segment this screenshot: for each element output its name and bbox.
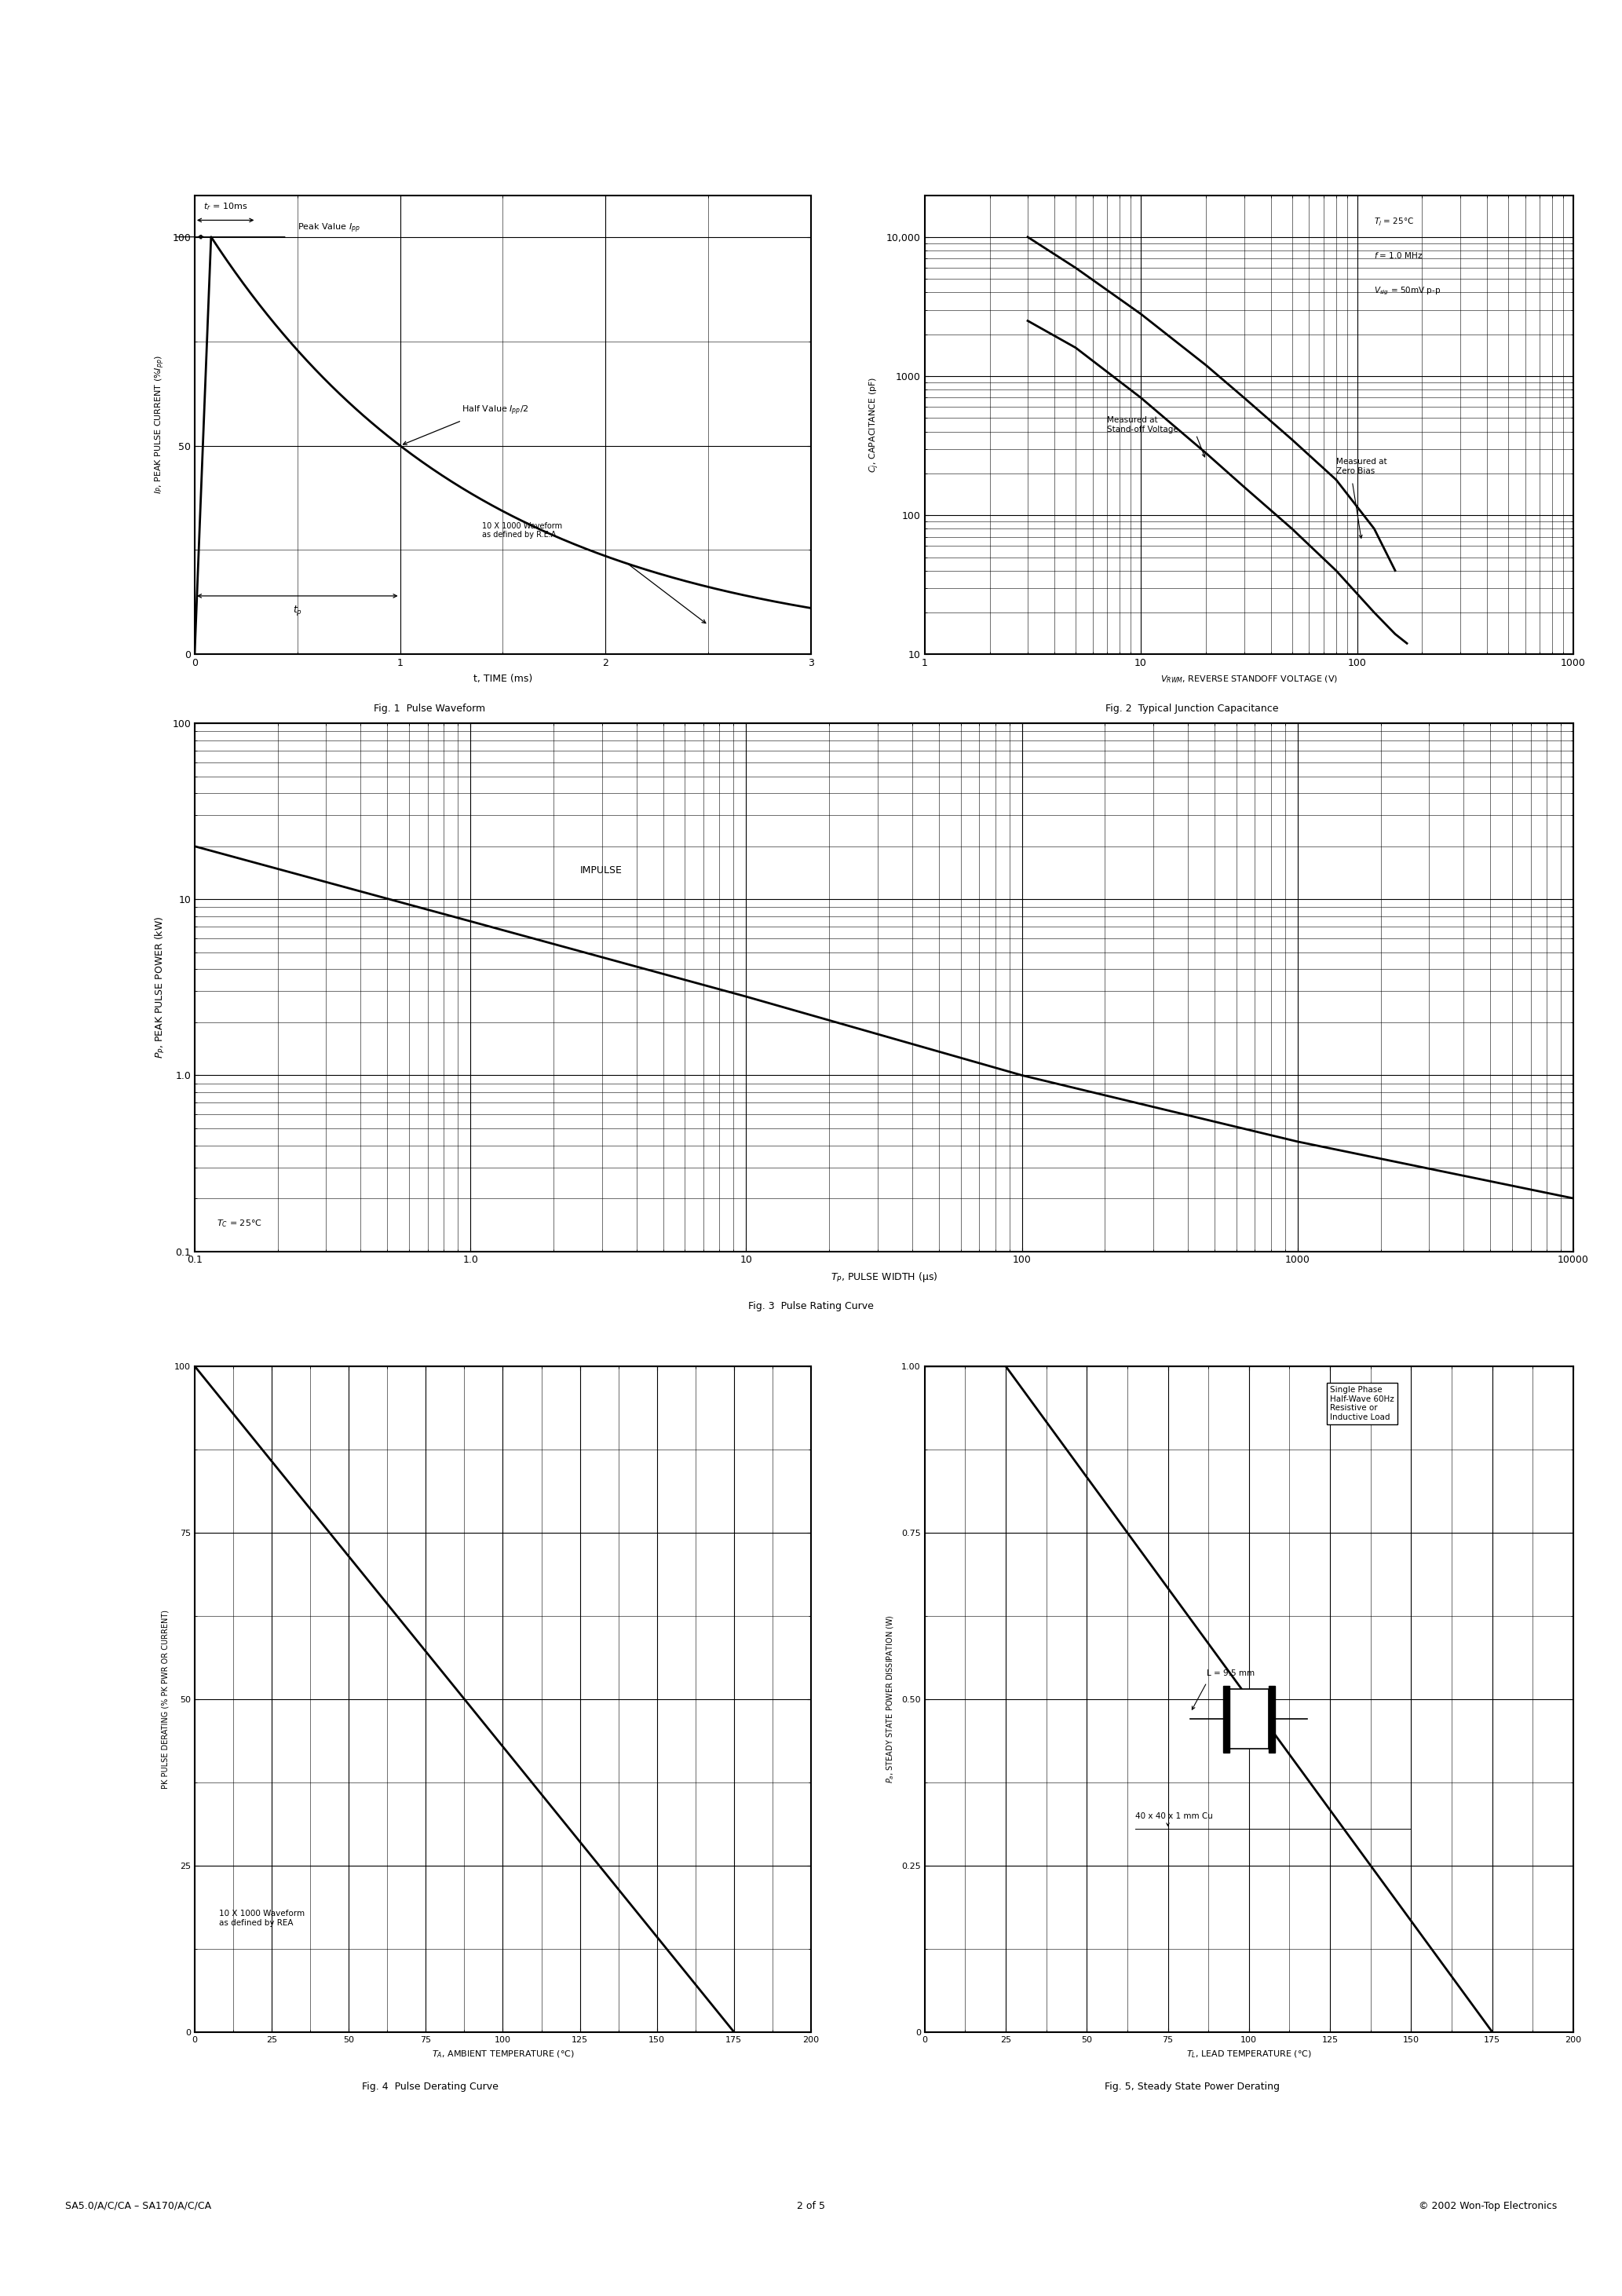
Text: $V_{sig}$ = 50mV p-p: $V_{sig}$ = 50mV p-p: [1374, 285, 1440, 296]
Text: Half Value $I_{pp}$/2: Half Value $I_{pp}$/2: [462, 404, 529, 418]
Text: $f$ = 1.0 MHz: $f$ = 1.0 MHz: [1374, 250, 1424, 259]
Y-axis label: $P_P$, PEAK PULSE POWER (kW): $P_P$, PEAK PULSE POWER (kW): [154, 916, 167, 1058]
Y-axis label: $I_P$, PEAK PULSE CURRENT (%$I_{pp}$): $I_P$, PEAK PULSE CURRENT (%$I_{pp}$): [154, 356, 167, 494]
Text: © 2002 Won-Top Electronics: © 2002 Won-Top Electronics: [1419, 2202, 1557, 2211]
X-axis label: $T_L$, LEAD TEMPERATURE (°C): $T_L$, LEAD TEMPERATURE (°C): [1186, 2048, 1312, 2060]
Y-axis label: $P_a$, STEADY STATE POWER DISSIPATION (W): $P_a$, STEADY STATE POWER DISSIPATION (W…: [886, 1614, 895, 1784]
X-axis label: $V_{RWM}$, REVERSE STANDOFF VOLTAGE (V): $V_{RWM}$, REVERSE STANDOFF VOLTAGE (V): [1160, 673, 1338, 684]
Text: Measured at
Zero Bias: Measured at Zero Bias: [1337, 457, 1387, 475]
Text: $T_C$ = 25°C: $T_C$ = 25°C: [216, 1217, 261, 1228]
Text: 10 X 1000 Waveform
as defined by R.E.A.: 10 X 1000 Waveform as defined by R.E.A.: [482, 521, 563, 540]
Text: Fig. 1  Pulse Waveform: Fig. 1 Pulse Waveform: [375, 705, 485, 714]
Text: $T_j$ = 25°C: $T_j$ = 25°C: [1374, 216, 1414, 227]
Bar: [1223, 1685, 1229, 1752]
X-axis label: $T_P$, PULSE WIDTH (µs): $T_P$, PULSE WIDTH (µs): [830, 1270, 938, 1283]
Bar: [1268, 1685, 1275, 1752]
Text: Fig. 5, Steady State Power Derating: Fig. 5, Steady State Power Derating: [1105, 2082, 1280, 2092]
Text: 10 X 1000 Waveform
as defined by REA: 10 X 1000 Waveform as defined by REA: [219, 1910, 305, 1926]
X-axis label: $T_A$, AMBIENT TEMPERATURE (°C): $T_A$, AMBIENT TEMPERATURE (°C): [431, 2048, 574, 2060]
Text: Fig. 3  Pulse Rating Curve: Fig. 3 Pulse Rating Curve: [748, 1302, 874, 1311]
Text: Fig. 2  Typical Junction Capacitance: Fig. 2 Typical Junction Capacitance: [1106, 705, 1278, 714]
Text: Fig. 4  Pulse Derating Curve: Fig. 4 Pulse Derating Curve: [362, 2082, 498, 2092]
Text: L = 9.5 mm: L = 9.5 mm: [1207, 1669, 1255, 1678]
Text: 40 x 40 x 1 mm Cu: 40 x 40 x 1 mm Cu: [1135, 1812, 1213, 1821]
Text: $t_r$ = 10ms: $t_r$ = 10ms: [203, 202, 248, 211]
Text: IMPULSE: IMPULSE: [581, 866, 623, 875]
Text: Peak Value $I_{pp}$: Peak Value $I_{pp}$: [297, 223, 360, 234]
Y-axis label: $C_j$, CAPACITANCE (pF): $C_j$, CAPACITANCE (pF): [868, 377, 881, 473]
Text: 2 of 5: 2 of 5: [796, 2202, 826, 2211]
Text: Measured at
Stand-off Voltage: Measured at Stand-off Voltage: [1108, 416, 1179, 434]
Text: SA5.0/A/C/CA – SA170/A/C/CA: SA5.0/A/C/CA – SA170/A/C/CA: [65, 2202, 211, 2211]
Bar: [1229, 1690, 1268, 1750]
Text: $t_p$: $t_p$: [292, 604, 302, 618]
Y-axis label: PK PULSE DERATING (% PK PWR OR CURRENT): PK PULSE DERATING (% PK PWR OR CURRENT): [161, 1609, 169, 1789]
X-axis label: t, TIME (ms): t, TIME (ms): [474, 673, 532, 684]
Text: Single Phase
Half-Wave 60Hz
Resistive or
Inductive Load: Single Phase Half-Wave 60Hz Resistive or…: [1330, 1387, 1395, 1421]
